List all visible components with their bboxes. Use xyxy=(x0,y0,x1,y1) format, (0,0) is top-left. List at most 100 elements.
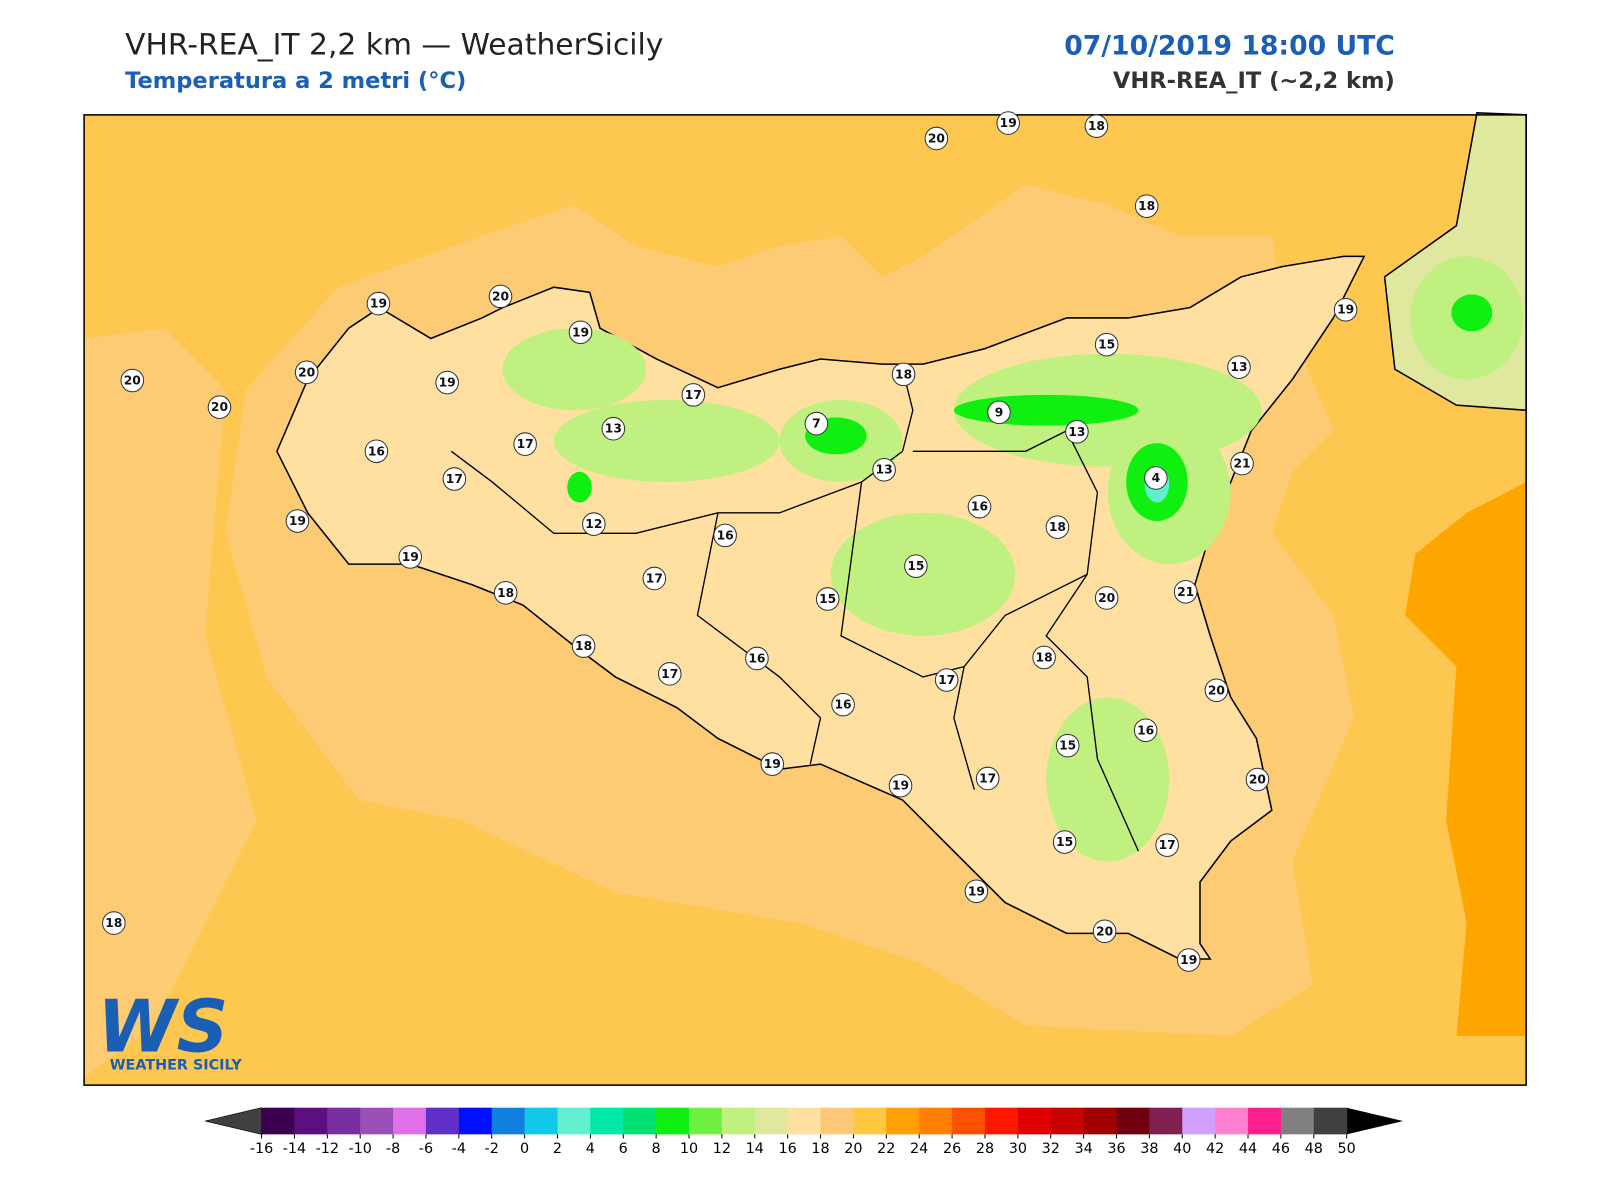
station-marker xyxy=(294,360,319,385)
station: 19 xyxy=(1333,297,1358,322)
colorbar-under xyxy=(205,1107,262,1135)
station-marker xyxy=(398,545,423,569)
station-marker xyxy=(872,457,896,482)
station-value: 20 xyxy=(928,131,945,145)
station-value: 17 xyxy=(938,673,955,687)
station: 16 xyxy=(831,692,855,717)
station-value: 19 xyxy=(764,757,781,771)
station: 20 xyxy=(1094,586,1119,610)
station-value: 18 xyxy=(1036,650,1053,664)
station-marker xyxy=(1055,733,1080,758)
station: 17 xyxy=(934,668,959,692)
station-marker xyxy=(1176,948,1201,972)
colorbar-segment xyxy=(360,1107,394,1135)
subtitle: Temperatura a 2 metri (°C) xyxy=(125,68,466,94)
station: 21 xyxy=(1230,451,1254,476)
station-marker xyxy=(571,634,596,658)
station: 17 xyxy=(657,662,682,686)
colorbar-segment xyxy=(261,1107,295,1135)
station: 16 xyxy=(967,494,992,519)
colorbar-tick-label: 0 xyxy=(520,1141,529,1157)
station-marker xyxy=(1333,297,1358,322)
station-marker xyxy=(987,400,1011,425)
station: 20 xyxy=(120,368,145,393)
colorbar-segment xyxy=(787,1107,822,1135)
colorbar-segment xyxy=(721,1107,756,1135)
station-value: 15 xyxy=(819,592,836,606)
colorbar-segment xyxy=(1215,1107,1249,1135)
station: 20 xyxy=(924,126,949,151)
station: 7 xyxy=(804,411,829,436)
station: 19 xyxy=(996,111,1020,135)
station-marker xyxy=(1227,355,1251,379)
colorbar-segment xyxy=(1248,1107,1282,1135)
logo-name: WEATHER SICILY xyxy=(110,1058,243,1074)
colorbar-segment xyxy=(886,1107,920,1135)
station-value: 4 xyxy=(1152,471,1161,485)
logo-mark: WS xyxy=(97,984,228,1068)
station-marker xyxy=(924,126,949,151)
colorbar-tick-label: 28 xyxy=(976,1141,994,1157)
colorbar-segment xyxy=(754,1107,789,1135)
station: 15 xyxy=(1055,733,1080,758)
station: 13 xyxy=(1065,420,1089,444)
colorbar-segment xyxy=(590,1107,624,1135)
station: 20 xyxy=(294,360,319,385)
colorbar-tick-label: -4 xyxy=(452,1141,466,1157)
station-marker xyxy=(366,291,391,316)
station: 15 xyxy=(815,587,840,611)
station-value: 20 xyxy=(1096,924,1113,938)
station-marker xyxy=(1133,718,1158,743)
station: 20 xyxy=(1245,767,1270,792)
station: 19 xyxy=(285,509,310,533)
station-value: 19 xyxy=(370,297,387,311)
station-value: 15 xyxy=(1059,739,1076,753)
station-value: 12 xyxy=(585,517,602,531)
station: 17 xyxy=(975,766,1000,791)
station: 17 xyxy=(681,383,706,407)
station: 18 xyxy=(1032,645,1056,670)
station-value: 17 xyxy=(446,472,463,486)
station: 12 xyxy=(582,512,606,536)
station-value: 21 xyxy=(1233,457,1250,471)
colorbar-segment xyxy=(1280,1107,1315,1135)
colorbar-segment xyxy=(524,1107,558,1135)
colorbar-tick-label: -6 xyxy=(419,1141,433,1157)
station-marker xyxy=(1245,767,1270,792)
station-marker xyxy=(435,370,459,395)
colorbar-segment xyxy=(1149,1107,1183,1135)
colorbar-tick-label: 40 xyxy=(1173,1141,1191,1157)
colorbar-tick-label: 48 xyxy=(1305,1141,1323,1157)
station: 18 xyxy=(1134,194,1159,218)
station: 18 xyxy=(891,362,916,387)
station: 20 xyxy=(1204,678,1229,703)
station-value: 19 xyxy=(572,325,589,339)
station-marker xyxy=(891,362,916,387)
station: 17 xyxy=(642,566,667,591)
station-marker xyxy=(745,646,769,671)
station-value: 20 xyxy=(1098,591,1115,605)
station-value: 16 xyxy=(368,444,385,458)
station-value: 16 xyxy=(971,500,988,514)
station: 18 xyxy=(571,634,596,658)
station-marker xyxy=(582,512,606,536)
colorbar-tick-label: 10 xyxy=(680,1141,698,1157)
station-value: 19 xyxy=(402,550,419,564)
station-value: 7 xyxy=(812,417,821,431)
station-marker xyxy=(1173,579,1198,604)
colorbar-segment xyxy=(294,1107,328,1135)
colorbar-tick-label: 32 xyxy=(1042,1141,1060,1157)
station-marker xyxy=(904,554,928,578)
station-marker xyxy=(657,662,682,686)
station-value: 21 xyxy=(1177,585,1194,599)
station-marker xyxy=(967,494,992,519)
colorbar-tick-label: -14 xyxy=(283,1141,306,1157)
map-area: 20 19 18 18 19 20 19 19 20 20 20 19 17 18 15 13 7 9 13 13 17… xyxy=(83,111,1527,1086)
station-value: 15 xyxy=(1098,338,1115,352)
station-marker xyxy=(1032,645,1056,670)
colorbar-segment xyxy=(491,1107,526,1135)
colorbar-tick-label: -10 xyxy=(348,1141,371,1157)
station-marker xyxy=(888,773,913,798)
station-value: 13 xyxy=(605,422,622,436)
station: 16 xyxy=(713,523,737,548)
